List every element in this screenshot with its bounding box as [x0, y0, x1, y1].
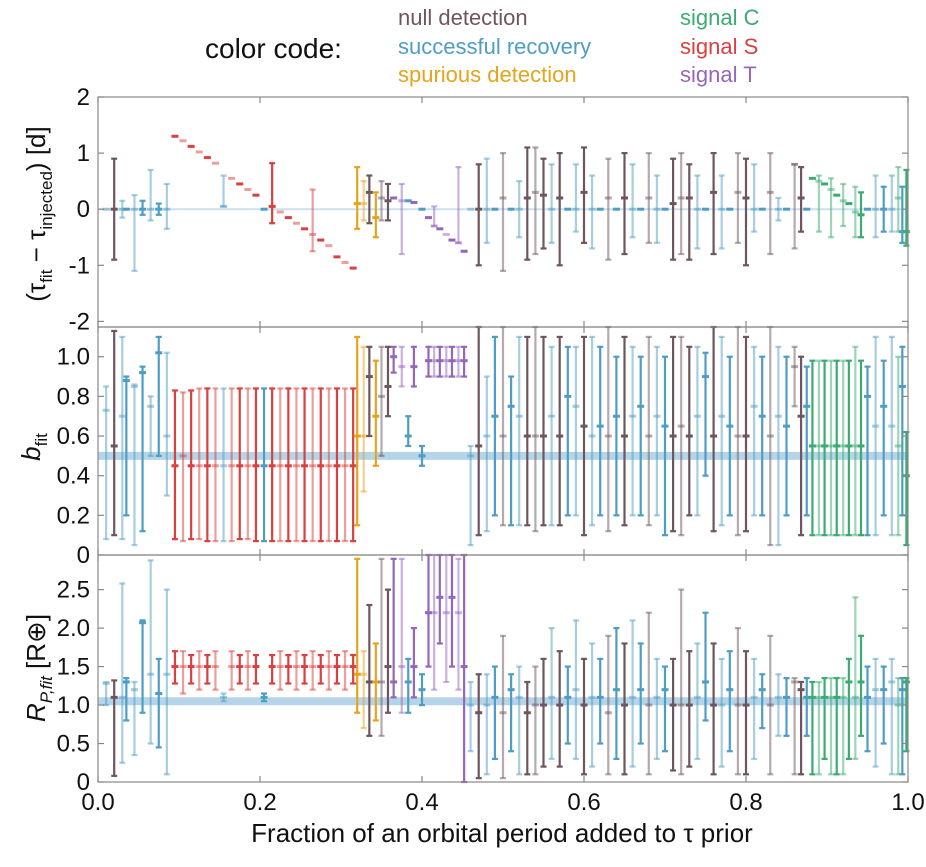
xtick-label-0: 0.0 — [81, 789, 114, 816]
ylabel-rp: RP,fit [R⊕] — [21, 614, 56, 722]
ytick-label-b-2: 0.4 — [57, 463, 90, 490]
svg-text:bfit: bfit — [16, 433, 51, 461]
xtick-label-5: 1.0 — [891, 789, 924, 816]
ytick-label-b-5: 1.0 — [57, 344, 90, 371]
ytick-label-rp-3: 1.5 — [57, 654, 90, 681]
xtick-label-2: 0.4 — [405, 789, 438, 816]
xtick-label-4: 0.8 — [729, 789, 762, 816]
ytick-label-rp-5: 2.5 — [57, 577, 90, 604]
ytick-label-rp-4: 2.0 — [57, 615, 90, 642]
x-axis-label: Fraction of an orbital period added to τ… — [251, 818, 753, 848]
xtick-label-3: 0.6 — [567, 789, 600, 816]
svg-text:(τfit − τinjected) [d]: (τfit − τinjected) [d] — [21, 126, 56, 301]
ytick-label-tau-0: -2 — [69, 308, 90, 335]
svg-text:RP,fit [R⊕]: RP,fit [R⊕] — [21, 614, 56, 722]
xtick-label-1: 0.2 — [243, 789, 276, 816]
ytick-label-rp-0: 0 — [77, 769, 90, 796]
plot-layer: -2 -1 0 1 2 0 0.2 0.4 0.6 0.8 1.0 0 0.5 1.0 1.5 2.0 2.5 0… — [57, 84, 925, 816]
legend-null: null detection — [398, 5, 528, 30]
ylabel-tau: (τfit − τinjected) [d] — [21, 126, 56, 301]
ytick-label-rp-1: 0.5 — [57, 731, 90, 758]
legend-signal-t: signal T — [680, 62, 757, 87]
ytick-label-b-1: 0.2 — [57, 502, 90, 529]
ylabel-b: bfit — [16, 433, 51, 461]
ytick-label-b-3: 0.6 — [57, 423, 90, 450]
legend-signal-c: signal C — [680, 5, 760, 30]
ytick-label-tau-1: -1 — [69, 252, 90, 279]
ytick-label-tau-4: 2 — [77, 84, 90, 111]
ytick-label-tau-2: 0 — [77, 196, 90, 223]
ytick-label-rp-2: 1.0 — [57, 692, 90, 719]
legend-recovery: successful recovery — [398, 34, 591, 59]
ytick-label-tau-3: 1 — [77, 140, 90, 167]
legend-code-label: color code: — [205, 33, 342, 64]
ytick-label-b-4: 0.8 — [57, 383, 90, 410]
panel-frame-rp — [97, 554, 909, 783]
legend-spurious: spurious detection — [398, 62, 577, 87]
legend: color code: null detection successful re… — [205, 5, 760, 87]
ytick-label-b-0: 0 — [77, 542, 90, 569]
legend-signal-s: signal S — [680, 34, 758, 59]
